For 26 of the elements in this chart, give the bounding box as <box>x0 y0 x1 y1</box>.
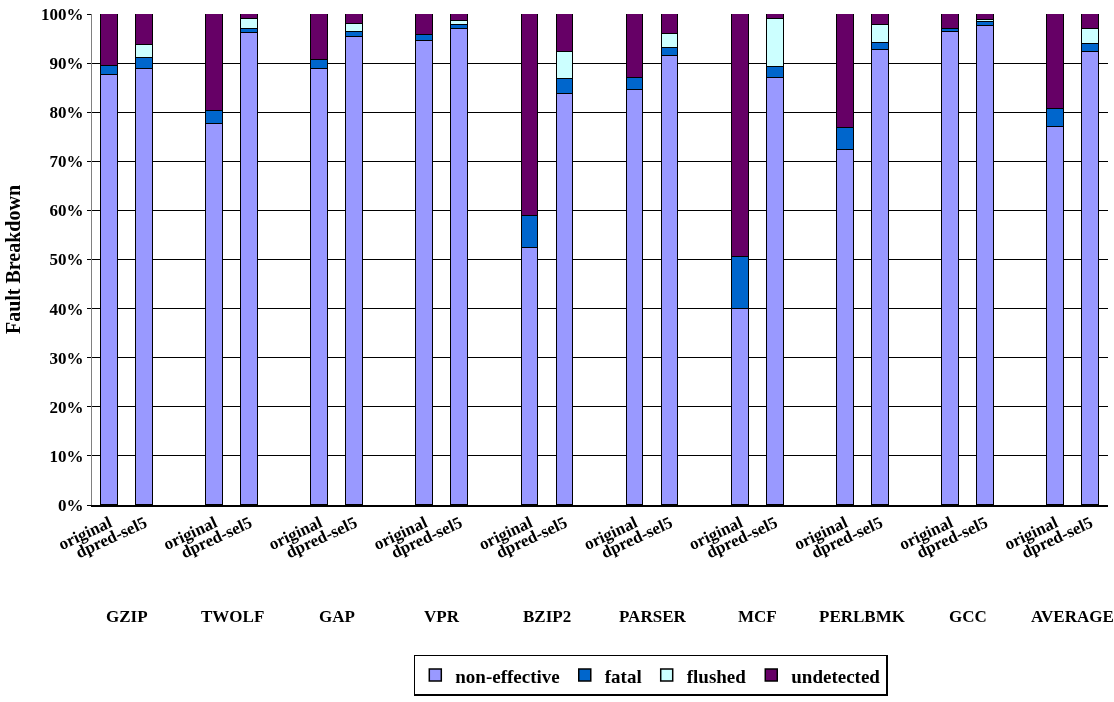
legend-label: flushed <box>686 665 747 687</box>
y-tick-label: 60% <box>49 201 84 221</box>
text: GZIP <box>106 607 148 626</box>
legend-label: undetected <box>791 665 881 687</box>
y-tick-label: 10% <box>49 446 84 466</box>
y-tick-label: 30% <box>49 348 84 368</box>
y-tick-label: 40% <box>49 299 84 319</box>
text: GCC <box>949 607 987 626</box>
y-tick-label: 0% <box>58 495 84 515</box>
y-tick-label: 70% <box>49 152 84 172</box>
text: GAP <box>319 607 355 626</box>
y-axis-title: Fault Breakdown <box>1 184 24 335</box>
y-tick-label: 90% <box>49 54 84 74</box>
text: PERLBMK <box>819 607 906 626</box>
legend-label: non-effective <box>455 665 560 687</box>
y-tick-label: 20% <box>49 397 84 417</box>
y-tick-label: 80% <box>49 103 84 123</box>
text: PARSER <box>619 607 687 626</box>
text: BZIP2 <box>523 607 572 626</box>
text: AVERAGE <box>1031 607 1114 626</box>
y-tick-label: 50% <box>49 250 84 270</box>
text: VPR <box>424 607 460 626</box>
text: TWOLF <box>201 607 265 626</box>
y-tick-label: 100% <box>41 4 84 24</box>
legend-label: fatal <box>604 665 642 687</box>
text: MCF <box>738 607 777 626</box>
